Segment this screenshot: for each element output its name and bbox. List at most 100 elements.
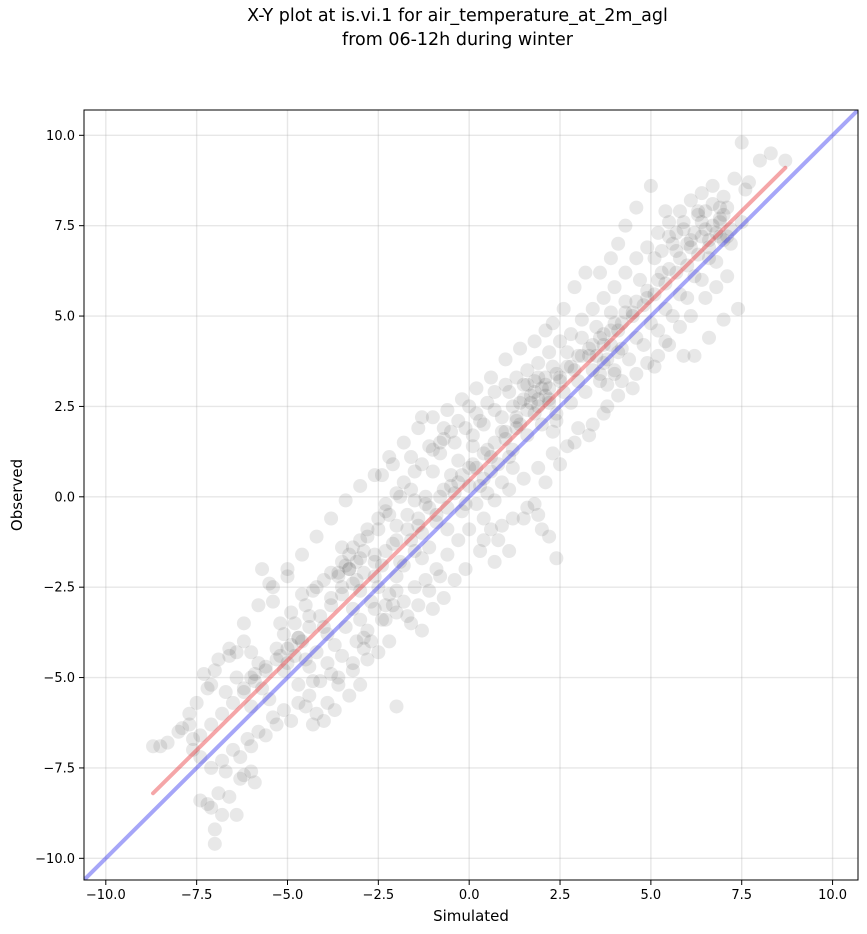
- data-point: [567, 363, 582, 378]
- data-point: [204, 800, 219, 815]
- data-point: [694, 272, 709, 287]
- data-point: [313, 674, 328, 689]
- data-point: [389, 583, 404, 598]
- data-point: [629, 366, 644, 381]
- data-point: [487, 384, 502, 399]
- data-point: [662, 229, 677, 244]
- data-point: [665, 309, 680, 324]
- data-point: [233, 750, 248, 765]
- y-axis-label: Observed: [8, 459, 26, 531]
- y-tick-label: 10.0: [46, 129, 75, 144]
- data-point: [451, 413, 466, 428]
- data-point: [462, 460, 477, 475]
- data-point: [723, 222, 738, 237]
- data-point: [672, 251, 687, 266]
- data-point: [480, 442, 495, 457]
- data-point: [734, 215, 749, 230]
- data-point: [371, 645, 386, 660]
- data-point: [389, 518, 404, 533]
- data-point: [502, 544, 517, 559]
- data-point: [425, 464, 440, 479]
- data-point: [469, 381, 484, 396]
- data-point: [502, 482, 517, 497]
- data-point: [258, 663, 273, 678]
- data-point: [629, 251, 644, 266]
- data-point: [418, 497, 433, 512]
- y-tick-label: −7.5: [43, 761, 75, 776]
- reference-lines: [84, 110, 858, 880]
- data-point: [531, 370, 546, 385]
- data-point: [534, 417, 549, 432]
- data-point: [567, 280, 582, 295]
- data-point: [676, 215, 691, 230]
- data-point: [324, 666, 339, 681]
- data-point: [265, 594, 280, 609]
- data-point: [269, 717, 284, 732]
- data-point: [687, 269, 702, 284]
- data-point: [287, 648, 302, 663]
- data-point: [189, 695, 204, 710]
- data-point: [720, 200, 735, 215]
- data-point: [265, 710, 280, 725]
- data-point: [516, 511, 531, 526]
- data-point: [462, 522, 477, 537]
- data-point: [356, 630, 371, 645]
- data-point: [672, 204, 687, 219]
- data-point: [414, 623, 429, 638]
- data-point: [716, 233, 731, 248]
- data-point: [269, 652, 284, 667]
- data-point: [494, 475, 509, 490]
- data-point: [316, 713, 331, 728]
- data-point: [215, 807, 230, 822]
- data-point: [298, 598, 313, 613]
- data-point: [531, 399, 546, 414]
- data-point: [520, 363, 535, 378]
- data-point: [193, 728, 208, 743]
- data-point: [636, 298, 651, 313]
- data-point: [280, 656, 295, 671]
- data-point: [382, 450, 397, 465]
- data-point: [371, 522, 386, 537]
- data-point: [400, 609, 415, 624]
- data-point: [582, 348, 597, 363]
- data-point: [603, 251, 618, 266]
- data-point: [542, 381, 557, 396]
- data-point: [458, 421, 473, 436]
- data-point: [538, 388, 553, 403]
- x-tick-label: −7.5: [181, 888, 213, 903]
- regression-line: [151, 165, 788, 796]
- data-point: [436, 482, 451, 497]
- data-point: [215, 753, 230, 768]
- data-point: [669, 225, 684, 240]
- data-point: [476, 511, 491, 526]
- data-point: [662, 215, 677, 230]
- data-point: [284, 605, 299, 620]
- data-point: [356, 565, 371, 580]
- data-point: [414, 457, 429, 472]
- data-point: [676, 348, 691, 363]
- data-point: [295, 587, 310, 602]
- x-tick-label: 0.0: [459, 888, 480, 903]
- data-point: [378, 544, 393, 559]
- data-point: [280, 562, 295, 577]
- data-point: [611, 345, 626, 360]
- data-point: [505, 511, 520, 526]
- data-point: [593, 265, 607, 280]
- data-point: [407, 493, 422, 508]
- data-point: [349, 634, 364, 649]
- data-point: [225, 695, 240, 710]
- data-point: [600, 399, 615, 414]
- data-point: [393, 489, 408, 504]
- data-point: [440, 522, 455, 537]
- data-point: [640, 290, 655, 305]
- data-point: [353, 677, 368, 692]
- data-point: [607, 316, 622, 331]
- data-point: [691, 204, 706, 219]
- data-point: [244, 739, 259, 754]
- data-point: [233, 771, 248, 786]
- data-point: [523, 395, 538, 410]
- data-point: [600, 352, 615, 367]
- data-point: [258, 659, 273, 674]
- data-point: [353, 583, 368, 598]
